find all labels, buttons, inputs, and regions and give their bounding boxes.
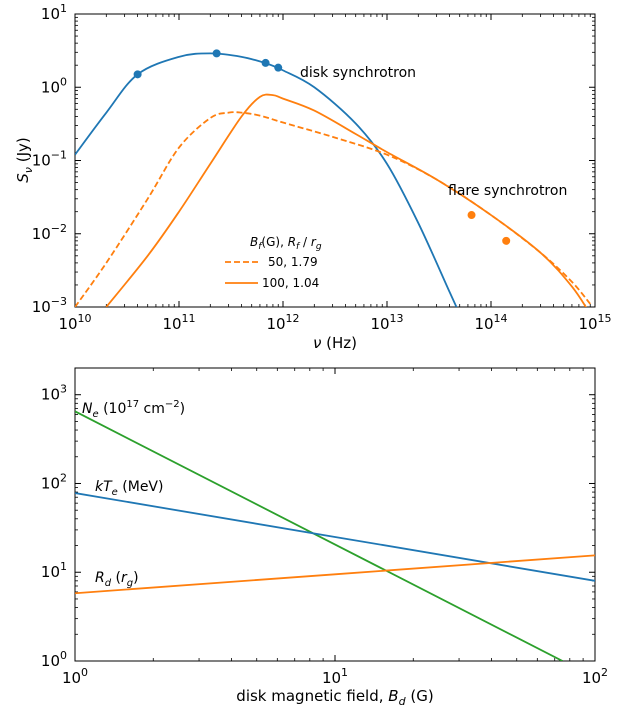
legend-entry-solid: 100, 1.04 [262,276,319,290]
data-point [467,211,476,220]
label-kte: kTe (MeV) [95,479,163,498]
top-legend: Bf(G), Rf / rg 50, 1.79 100, 1.04 [225,235,322,290]
bottom-x-ticks: 100 101 102 [62,368,608,687]
y-tick-label: 101 [41,2,67,23]
series-flare-dashed [75,111,591,307]
annotation-disk: disk synchrotron [300,65,416,81]
y-tick-label: 101 [41,560,67,581]
x-tick-label: 1012 [266,312,299,333]
data-point [261,58,270,67]
top-panel: 1010 1011 1012 1013 1014 1015 10−3 10−2 10−1 100… [14,2,612,352]
annotation-flare: flare synchrotron [448,183,567,199]
x-tick-label: 1015 [578,312,611,333]
x-tick-label: 1013 [370,312,403,333]
y-tick-label: 10−3 [32,295,67,316]
y-tick-label: 102 [41,471,67,492]
x-tick-label: 100 [62,666,88,687]
label-ne: Ne (1017 cm−2) [82,399,185,420]
top-y-axis-label: Sν (Jy) [14,137,35,182]
label-rd: Rd (rg) [95,570,139,589]
series-Rd [75,554,595,595]
bottom-x-axis-label: disk magnetic field, Bd (G) [236,687,433,708]
y-tick-label: 100 [41,75,67,96]
top-plot-frame [74,13,596,308]
y-tick-label: 10−2 [32,222,67,243]
data-point [502,236,511,245]
y-tick-label: 10−1 [32,149,67,170]
bottom-panel: 100 101 102 100 101 102 103 disk magnetic fie… [41,367,608,708]
series-Ne [75,410,563,661]
x-tick-label: 101 [322,666,348,687]
series-kTe [75,492,595,582]
legend-title: Bf(G), Rf / rg [250,235,322,252]
y-tick-label: 100 [41,649,67,670]
data-point [133,70,142,79]
x-tick-label: 1011 [162,312,195,333]
data-point [274,63,283,72]
x-tick-label: 1010 [58,312,91,333]
top-points [133,49,511,245]
y-tick-label: 103 [41,383,67,404]
series-flare-solid [105,93,587,307]
legend-entry-dashed: 50, 1.79 [268,255,318,269]
top-x-ticks: 1010 1011 1012 1013 1014 1015 [58,14,612,333]
x-tick-label: 1014 [474,312,507,333]
bottom-series [75,410,595,661]
top-y-ticks: 10−3 10−2 10−1 100 101 [32,2,595,316]
top-x-axis-label: ν (Hz) [313,334,357,352]
data-point [212,49,221,58]
x-tick-label: 102 [582,666,608,687]
